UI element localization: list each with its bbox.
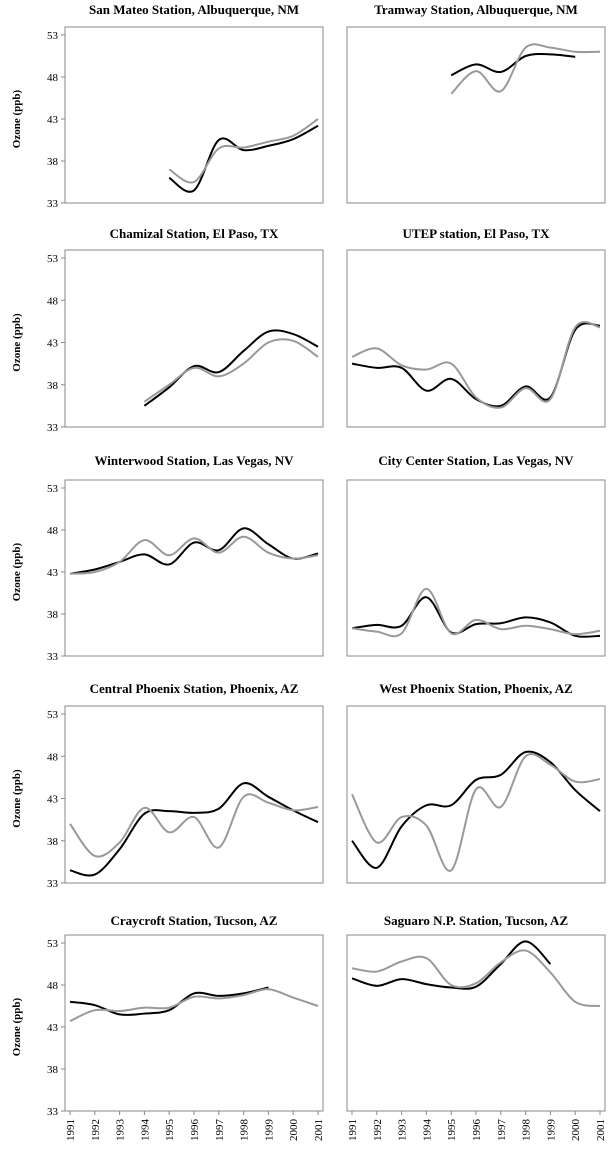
x-tick-label: 2001 — [313, 1119, 325, 1141]
y-tick-label: 48 — [47, 751, 59, 763]
y-axis-label: Ozone (ppb) — [11, 997, 23, 1056]
x-tick-label: 1994 — [421, 1119, 433, 1142]
y-tick-label: 43 — [47, 338, 59, 350]
x-tick-label: 1999 — [545, 1119, 557, 1142]
x-tick-label: 1996 — [189, 1119, 201, 1142]
series-line — [351, 587, 601, 638]
series-line — [351, 321, 601, 409]
y-tick-label: 43 — [47, 1022, 59, 1034]
y-tick-label: 33 — [47, 651, 59, 663]
plot-frame — [64, 26, 324, 204]
series-line — [143, 329, 319, 407]
y-tick-label: 48 — [47, 525, 59, 537]
chart-title: Saguaro N.P. Station, Tucson, AZ — [384, 913, 569, 928]
y-tick-label: 43 — [47, 114, 59, 126]
plot-frame — [64, 249, 324, 428]
x-tick-label: 1993 — [115, 1119, 127, 1142]
y-axis-label: Ozone (ppb) — [11, 89, 23, 148]
x-tick-label: 2000 — [570, 1119, 582, 1142]
series-line — [168, 124, 319, 193]
y-axis-label: Ozone (ppb) — [11, 313, 23, 372]
x-tick-label: 1998 — [521, 1119, 533, 1142]
series-line — [351, 753, 601, 872]
series-line — [69, 535, 319, 575]
x-tick-label: 1992 — [372, 1119, 384, 1141]
y-tick-label: 53 — [47, 709, 59, 721]
plot-frame — [346, 705, 606, 884]
y-tick-label: 48 — [47, 980, 59, 992]
x-tick-label: 1992 — [90, 1119, 102, 1141]
series-line — [351, 750, 601, 869]
series-line — [351, 596, 601, 638]
x-tick-label: 1991 — [347, 1119, 359, 1141]
y-tick-label: 43 — [47, 794, 59, 806]
chart-title: San Mateo Station, Albuquerque, NM — [89, 2, 299, 17]
x-tick-label: 1996 — [471, 1119, 483, 1142]
chart-title: UTEP station, El Paso, TX — [402, 226, 550, 241]
series-line — [168, 118, 319, 184]
x-tick-label: 1997 — [496, 1119, 508, 1142]
plot-frame — [346, 479, 606, 657]
x-tick-label: 1993 — [397, 1119, 409, 1142]
chart-title: Craycroft Station, Tucson, AZ — [111, 913, 278, 928]
y-tick-label: 53 — [47, 938, 59, 950]
plot-frame — [346, 26, 606, 204]
y-tick-label: 53 — [47, 483, 59, 495]
series-line — [351, 940, 552, 990]
x-tick-label: 1999 — [263, 1119, 275, 1142]
chart-title: City Center Station, Las Vegas, NV — [378, 453, 574, 468]
x-tick-label: 2001 — [595, 1119, 607, 1141]
chart-title: West Phoenix Station, Phoenix, AZ — [379, 681, 573, 696]
y-tick-label: 33 — [47, 422, 59, 434]
series-line — [69, 527, 319, 575]
series-line — [69, 793, 319, 858]
y-tick-label: 38 — [47, 156, 59, 168]
series-line — [69, 782, 319, 877]
plot-frame — [64, 934, 324, 1112]
series-line — [450, 53, 576, 77]
y-tick-label: 48 — [47, 295, 59, 307]
chart-title: Tramway Station, Albuquerque, NM — [374, 2, 578, 17]
y-tick-label: 38 — [47, 609, 59, 621]
series-line — [69, 988, 319, 1023]
y-tick-label: 43 — [47, 567, 59, 579]
chart-title: Winterwood Station, Las Vegas, NV — [94, 453, 294, 468]
chart-title: Central Phoenix Station, Phoenix, AZ — [90, 681, 299, 696]
chart-title: Chamizal Station, El Paso, TX — [110, 226, 279, 241]
plot-frame — [64, 479, 324, 657]
y-tick-label: 38 — [47, 836, 59, 848]
x-tick-label: 1991 — [65, 1119, 77, 1141]
x-tick-label: 1995 — [446, 1119, 458, 1142]
y-tick-label: 48 — [47, 72, 59, 84]
x-tick-label: 2000 — [288, 1119, 300, 1142]
y-tick-label: 33 — [47, 878, 59, 890]
plot-frame — [346, 934, 606, 1112]
y-tick-label: 33 — [47, 1106, 59, 1118]
y-tick-label: 33 — [47, 198, 59, 210]
series-line — [351, 949, 601, 1007]
x-tick-label: 1995 — [164, 1119, 176, 1142]
x-tick-label: 1998 — [239, 1119, 251, 1142]
x-tick-label: 1997 — [214, 1119, 226, 1142]
y-axis-label: Ozone (ppb) — [11, 769, 23, 828]
y-tick-label: 53 — [47, 253, 59, 265]
series-line — [69, 986, 269, 1016]
y-tick-label: 38 — [47, 1064, 59, 1076]
y-tick-label: 38 — [47, 380, 59, 392]
series-line — [143, 338, 319, 403]
x-tick-label: 1994 — [139, 1119, 151, 1142]
y-tick-label: 53 — [47, 30, 59, 42]
plot-frame — [346, 249, 606, 428]
plot-frame — [64, 705, 324, 884]
y-axis-label: Ozone (ppb) — [11, 542, 23, 601]
series-line — [450, 43, 601, 95]
